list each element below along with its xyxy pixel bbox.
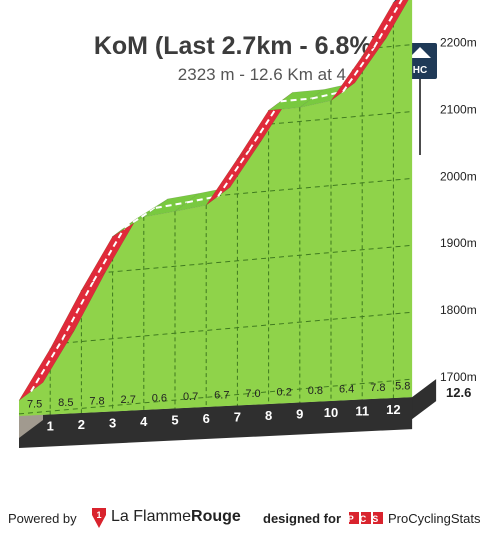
y-tick-label: 1800m — [440, 303, 477, 317]
profile-base-strip-front — [19, 397, 413, 448]
footer: Powered by 1 La FlammeRouge designed for… — [0, 505, 495, 535]
y-gridline — [19, 175, 413, 214]
segment-grade-label: 0.7 — [183, 391, 198, 403]
y-tick-label: 2200m — [440, 36, 477, 50]
segment-grade-label: 7.8 — [89, 395, 104, 407]
km-marker-label: 8 — [265, 408, 272, 423]
mountain-icon — [409, 47, 431, 58]
lfr-brand-regular: La Flamme — [111, 508, 192, 525]
y-gridline — [19, 309, 413, 348]
profile-center-line — [342, 46, 376, 93]
km-marker-label: 4 — [140, 414, 148, 429]
y-gridline — [19, 0, 413, 14]
km-marker-label: 9 — [296, 407, 303, 422]
profile-center-line — [280, 97, 312, 103]
segment-grade-label: 2.7 — [121, 394, 136, 406]
profile-area — [19, 0, 413, 416]
segment-grade-label: 5.8 — [395, 381, 410, 393]
profile-center-line — [92, 226, 126, 282]
km-marker-label: 1 — [47, 419, 54, 434]
y-gridline — [19, 242, 413, 281]
profile-segment-ribbon — [393, 0, 398, 3]
segment-grade-label: 7.8 — [370, 382, 385, 394]
profile-center-line — [30, 339, 64, 393]
km-marker-label: 10 — [324, 405, 338, 420]
segment-grade-label: 7.0 — [245, 388, 260, 400]
page-title: KoM (Last 2.7km - 6.8%) — [93, 32, 380, 60]
km-marker-label: 5 — [171, 413, 178, 428]
category-badge-label: HC — [413, 65, 427, 76]
segment-grade-label: 8.5 — [58, 397, 73, 409]
profile-center-line — [311, 90, 344, 100]
total-distance-label: 12.6 — [446, 385, 471, 400]
km-marker-label: 6 — [203, 411, 210, 426]
profile-center-line — [124, 207, 157, 229]
lfr-logo-mark: 1 — [96, 510, 101, 520]
climb-profile-chart: HC 7.5 8.5 7.8 2.7 0.6 0.7 6.7 7.0 0.2 0.8 6.4 7.8 5… — [18, 0, 477, 448]
y-tick-label: 1700m — [440, 370, 477, 384]
page-subtitle: 2323 m - 12.6 Km at 4.8 % — [177, 65, 380, 84]
profile-center-line — [61, 280, 95, 341]
segment-grade-label: 0.6 — [152, 392, 167, 404]
pcs-logo-icon: PCS — [349, 512, 384, 524]
lfr-brand-bold: Rouge — [191, 508, 241, 525]
profile-center-line — [155, 201, 188, 209]
pcs-logo-mark: PCS — [349, 514, 384, 524]
km-marker-label: 11 — [355, 404, 369, 419]
segment-grade-label: 0.8 — [308, 385, 323, 397]
profile-segment-ribbon — [205, 140, 262, 206]
segment-grade-label: 7.5 — [27, 398, 42, 410]
profile-center-line — [186, 195, 219, 204]
km-marker-label: 12 — [386, 402, 400, 417]
segment-grade-label: 0.2 — [277, 386, 292, 398]
km-marker-label: 3 — [109, 416, 116, 431]
y-tick-label: 1900m — [440, 236, 477, 250]
la-flamme-rouge-logo-icon: 1 — [92, 508, 106, 528]
y-gridline — [19, 376, 413, 415]
km-marker-label: 2 — [78, 417, 85, 432]
segment-grade-label: 6.4 — [339, 383, 354, 395]
la-flamme-rouge-link[interactable]: La FlammeRouge — [111, 508, 241, 526]
profile-segment-ribbon — [330, 38, 387, 101]
designed-for-text: designed for — [263, 511, 342, 526]
procyclingstats-link[interactable]: ProCyclingStats — [388, 511, 481, 526]
y-tick-label: 2000m — [440, 169, 477, 183]
profile-center-line — [373, 0, 403, 48]
powered-by-text: Powered by — [8, 511, 77, 526]
km-marker-label: 7 — [234, 410, 241, 425]
y-tick-label: 2100m — [440, 102, 477, 116]
segment-grade-label: 6.7 — [214, 389, 229, 401]
